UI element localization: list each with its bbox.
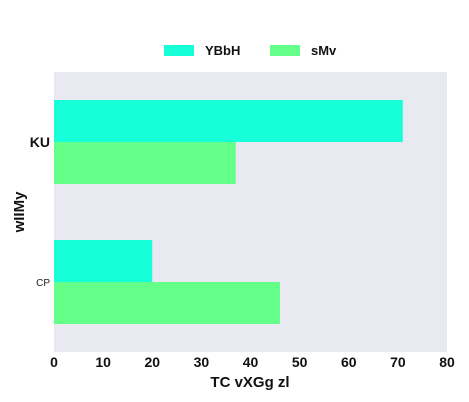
x-tick-label: 10 (95, 354, 111, 370)
x-tick-label: 40 (243, 354, 259, 370)
y-axis-label: wIIMy (11, 191, 28, 233)
y-ticks: KU CP (30, 134, 51, 289)
x-tick-label: 60 (341, 354, 357, 370)
y-tick-label: CP (36, 278, 50, 289)
y-tick-label: KU (30, 134, 50, 150)
x-ticks: 0 10 20 30 40 50 60 70 80 (50, 354, 455, 370)
legend-swatch (270, 45, 300, 56)
legend: YBbH sMv (164, 43, 337, 58)
legend-label: sMv (311, 43, 337, 58)
x-tick-label: 50 (292, 354, 308, 370)
x-tick-label: 20 (144, 354, 160, 370)
bar-sMv-KU (54, 142, 236, 184)
x-axis-label: TC vXGg zl (210, 374, 289, 391)
bars-group (54, 100, 403, 324)
x-tick-label: 30 (194, 354, 210, 370)
x-tick-label: 0 (50, 354, 58, 370)
x-tick-label: 80 (439, 354, 455, 370)
x-tick-label: 70 (390, 354, 406, 370)
legend-swatch (164, 45, 194, 56)
bar-sMv-CP (54, 282, 280, 324)
bar-YBbH-CP (54, 240, 153, 282)
legend-label: YBbH (205, 43, 240, 58)
bar-YBbH-KU (54, 100, 403, 142)
